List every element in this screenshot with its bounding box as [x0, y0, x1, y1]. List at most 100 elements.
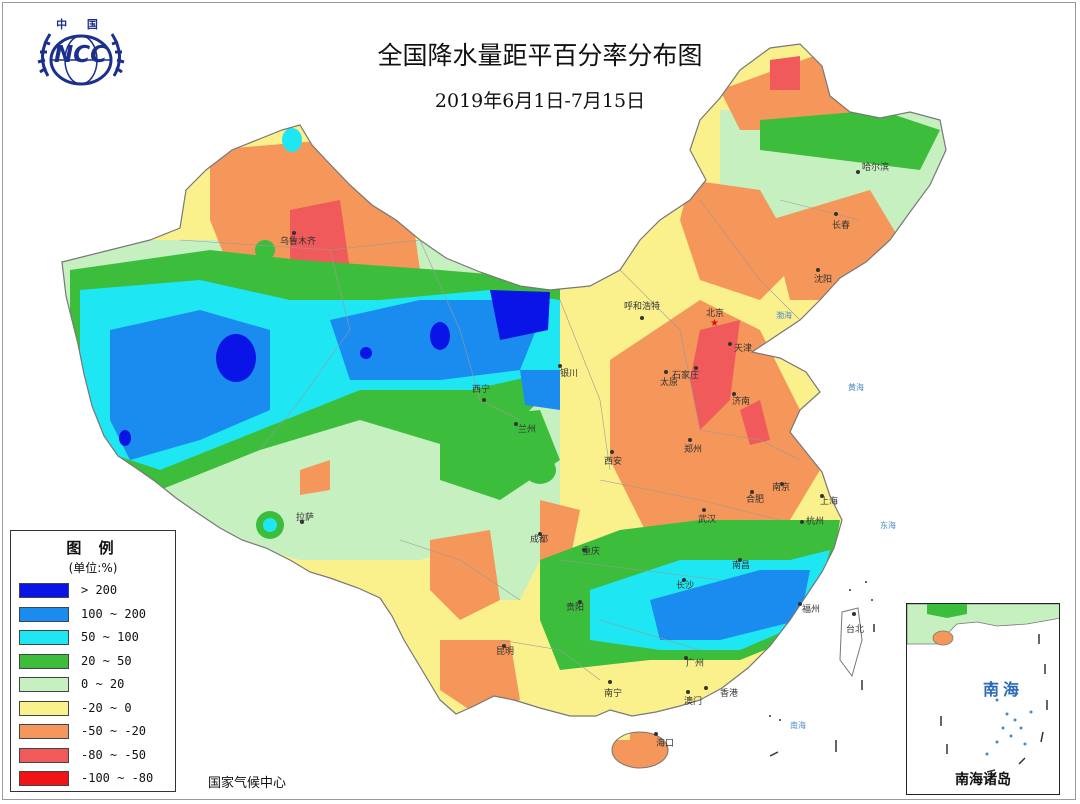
svg-text:台北: 台北: [846, 623, 864, 635]
city-guiyang: 贵阳: [566, 600, 584, 613]
city-shanghai: 上海: [820, 494, 838, 507]
svg-text:福州: 福州: [802, 603, 820, 615]
globe-logo-icon: [37, 33, 125, 86]
svg-text:南昌: 南昌: [732, 559, 750, 571]
svg-text:乌鲁木齐: 乌鲁木齐: [280, 235, 316, 247]
map-subtitle: 2019年6月1日-7月15日: [434, 90, 646, 112]
city-wuhan: 武汉: [698, 508, 716, 525]
city-yinchuan: 银川: [558, 364, 578, 379]
city-beijing: ★北京: [706, 307, 724, 329]
city-changchun: 长春: [832, 212, 850, 231]
svg-text:天津: 天津: [734, 343, 752, 354]
svg-text:西宁: 西宁: [472, 383, 490, 395]
svg-text:南宁: 南宁: [604, 687, 622, 699]
legend-item: -20 ~ 0: [19, 699, 173, 719]
sea-label-east: 东海: [880, 520, 896, 530]
logo-top-text: 中 国: [56, 18, 106, 31]
svg-text:杭州: 杭州: [806, 515, 824, 527]
legend-swatch: [19, 771, 69, 786]
svg-text:北京: 北京: [706, 307, 724, 319]
svg-text:★: ★: [710, 318, 719, 329]
legend-title: 图 例: [66, 539, 120, 557]
inset-map: [907, 604, 1059, 773]
legend-label: -20 ~ 0: [81, 700, 132, 715]
nine-dash-line: [769, 624, 875, 757]
city-chongqing: 重庆: [582, 545, 600, 557]
legend-item: -50 ~ -20: [19, 722, 173, 742]
taiwan-island: [839, 607, 863, 678]
island-dots: [769, 581, 873, 721]
city-hongkong: 香港: [704, 686, 738, 699]
city-zhengzhou: 郑州: [684, 438, 702, 455]
legend-swatch: [19, 583, 69, 598]
map-title: 全国降水量距平百分率分布图: [377, 41, 703, 70]
svg-text:哈尔滨: 哈尔滨: [862, 161, 889, 173]
city-macau: 澳门: [684, 690, 702, 707]
legend-label: 100 ~ 200: [81, 606, 147, 621]
city-nanning: 南宁: [604, 680, 622, 699]
svg-text:成都: 成都: [530, 533, 548, 545]
sea-label-bohai: 渤海: [776, 310, 792, 320]
svg-text:海口: 海口: [656, 737, 674, 749]
svg-text:南京: 南京: [772, 481, 790, 493]
legend-label: 0 ~ 20: [81, 677, 125, 691]
legend-label: 20 ~ 50: [81, 653, 132, 668]
logo-text: NCC: [54, 42, 108, 68]
sea-label-south: 南海: [790, 720, 806, 730]
legend-item: > 200: [19, 581, 173, 601]
city-changsha: 长沙: [676, 578, 694, 591]
city-markers: 乌鲁木齐 哈尔滨 长春 沈阳 呼和浩特 ★北京 天津 石家庄 太原 济南 银川 …: [280, 161, 889, 749]
inset-sea-label: 南海: [983, 680, 1024, 699]
city-nanjing: 南京: [772, 481, 790, 493]
city-taiyuan: 太原: [660, 370, 678, 388]
china-border: [61, 43, 947, 717]
legend-item: 20 ~ 50: [19, 652, 173, 672]
legend-swatch: [19, 653, 69, 669]
city-hefei: 合肥: [746, 490, 764, 505]
svg-text:郑州: 郑州: [684, 443, 702, 455]
legend-label: 50 ~ 100: [81, 630, 139, 644]
svg-text:上海: 上海: [820, 495, 838, 507]
svg-text:长沙: 长沙: [676, 579, 694, 591]
city-taipei: 台北: [846, 612, 864, 635]
svg-text:澳门: 澳门: [684, 695, 702, 707]
city-nanchang: 南昌: [732, 558, 750, 571]
svg-text:石家庄: 石家庄: [672, 369, 699, 381]
svg-text:广州: 广州: [686, 657, 704, 669]
legend-swatch: [19, 606, 69, 622]
ncc-logo: 中 国 NCC: [26, 16, 136, 90]
city-shijiazhuang: 石家庄: [672, 366, 699, 381]
city-shenyang: 沈阳: [814, 268, 832, 285]
credit-text: 国家气候中心: [208, 776, 287, 791]
legend-label: -50 ~ -20: [81, 724, 147, 738]
legend-label: -80 ~ -50: [81, 747, 147, 762]
south-china-sea-inset: 南海 南海诸岛: [906, 603, 1060, 795]
svg-text:银川: 银川: [560, 367, 578, 379]
legend-label: -100 ~ -80: [81, 771, 154, 785]
svg-text:拉萨: 拉萨: [296, 511, 314, 523]
city-chengdu: 成都: [530, 532, 548, 545]
legend-item: 100 ~ 200: [19, 605, 173, 625]
svg-text:沈阳: 沈阳: [814, 273, 832, 285]
legend-unit: (单位:%): [68, 561, 118, 575]
legend-item: 0 ~ 20: [19, 675, 173, 695]
legend-item: -80 ~ -50: [19, 746, 173, 766]
legend-item: -100 ~ -80: [19, 769, 173, 789]
city-urumqi: 乌鲁木齐: [280, 231, 316, 247]
svg-text:武汉: 武汉: [698, 513, 716, 525]
svg-text:昆明: 昆明: [496, 646, 514, 657]
city-fuzhou: 福州: [798, 602, 820, 615]
city-tianjin: 天津: [728, 342, 752, 354]
sea-label-yellow: 黄海: [848, 382, 864, 392]
svg-text:香港: 香港: [720, 687, 738, 699]
inset-island-dots: [985, 682, 1033, 756]
city-haikou: 海口: [654, 732, 674, 749]
svg-text:合肥: 合肥: [746, 493, 764, 505]
city-harbin: 哈尔滨: [856, 161, 889, 174]
svg-text:贵阳: 贵阳: [566, 601, 584, 613]
city-hangzhou: 杭州: [800, 515, 824, 527]
city-kunming: 昆明: [496, 644, 514, 657]
svg-text:济南: 济南: [732, 395, 750, 407]
